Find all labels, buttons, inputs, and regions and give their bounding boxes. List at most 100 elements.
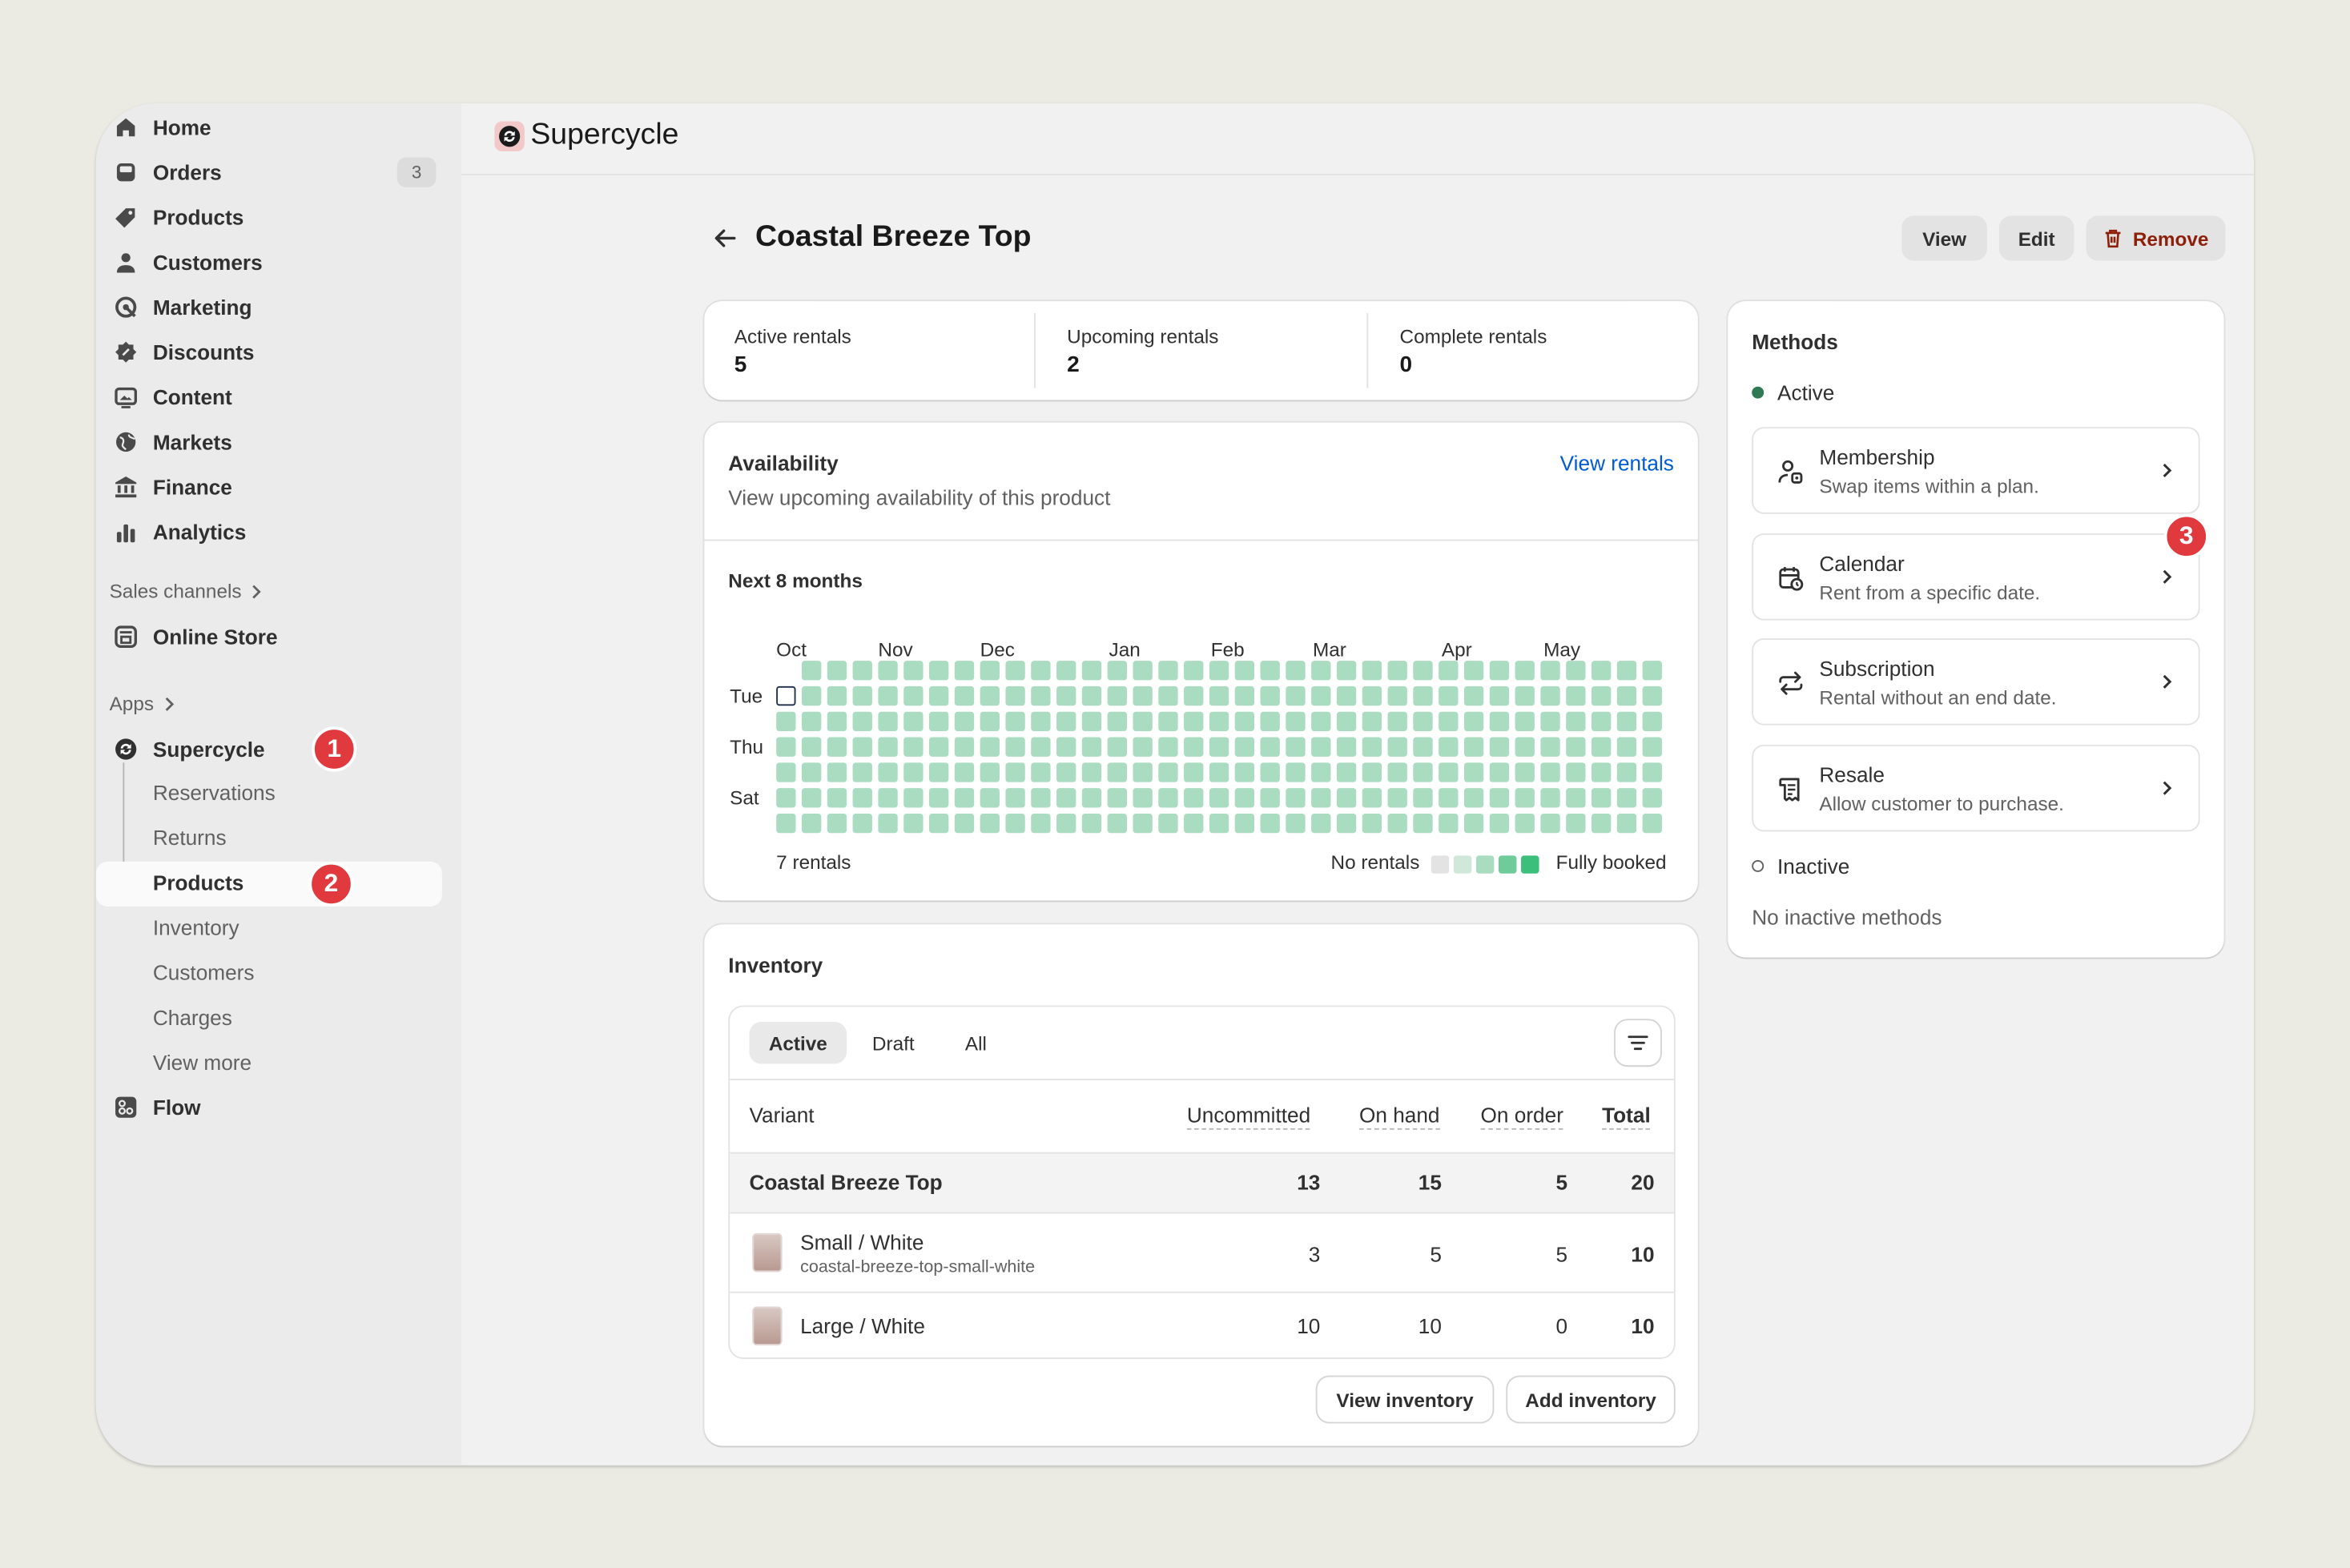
view-inventory-button[interactable]: View inventory: [1317, 1377, 1493, 1422]
month-label: Nov: [878, 638, 913, 661]
column-header-total[interactable]: Total: [1602, 1103, 1651, 1130]
column-header-on-hand[interactable]: On hand: [1358, 1103, 1440, 1130]
tab-all[interactable]: All: [964, 1031, 987, 1055]
heatmap-cell: [776, 813, 796, 834]
heatmap-cell: [1387, 737, 1407, 757]
method-membership[interactable]: Membership Swap items within a plan.: [1752, 427, 2200, 514]
heatmap-cell: [878, 685, 898, 706]
stat-upcoming-rentals: Upcoming rentals 2: [1067, 325, 1218, 377]
sidebar-item-analytics[interactable]: Analytics: [96, 511, 462, 553]
sidebar-item-content[interactable]: Content: [96, 376, 462, 418]
method-calendar[interactable]: Calendar Rent from a specific date.: [1752, 533, 2200, 621]
tree-line: [123, 762, 125, 883]
sidebar-item-products[interactable]: Products: [96, 196, 462, 238]
heatmap-cell: [1515, 661, 1535, 681]
heatmap-cell: [1413, 762, 1433, 782]
heatmap-cell: [1133, 661, 1153, 681]
tab-active[interactable]: Active: [749, 1022, 847, 1064]
heatmap-cell: [776, 788, 796, 808]
remove-button-label: Remove: [2132, 227, 2209, 250]
sidebar-item-orders[interactable]: Orders 3: [96, 151, 462, 193]
receipt-icon: [1779, 778, 1800, 802]
app-brand[interactable]: Supercycle: [494, 119, 678, 153]
sidebar-subitem-returns[interactable]: Returns: [152, 825, 227, 850]
heatmap-cell: [1081, 762, 1102, 782]
sidebar-subitem-products[interactable]: Products: [152, 870, 244, 895]
heatmap-cell: [1413, 788, 1433, 808]
heatmap-cell: [1515, 788, 1535, 808]
heatmap-cell: [776, 737, 796, 757]
heatmap-cell: [1209, 813, 1229, 834]
sidebar-subitem-charges[interactable]: Charges: [152, 1005, 232, 1030]
sidebar-item-supercycle[interactable]: Supercycle: [96, 728, 462, 770]
sidebar-item-home[interactable]: Home: [96, 107, 462, 148]
add-inventory-button[interactable]: Add inventory: [1507, 1377, 1674, 1422]
sidebar-subitem-reservations[interactable]: Reservations: [152, 780, 276, 805]
remove-button[interactable]: Remove: [2086, 215, 2226, 261]
heatmap-cell: [1515, 762, 1535, 782]
heatmap-cell: [980, 737, 1000, 757]
sidebar-item-discounts[interactable]: Discounts: [96, 331, 462, 372]
sidebar-subitem-customers[interactable]: Customers: [152, 960, 255, 985]
heatmap-cell: [1005, 737, 1025, 757]
heatmap-cell: [1056, 737, 1076, 757]
heatmap-cell: [1616, 737, 1637, 757]
method-subscription[interactable]: Subscription Rental without an end date.: [1752, 638, 2200, 726]
filter-button[interactable]: [1616, 1020, 1660, 1065]
heatmap-cell: [1540, 685, 1560, 706]
heatmap-cell: [1540, 661, 1560, 681]
heatmap-cell: [1489, 788, 1510, 808]
heatmap-cell: [827, 813, 847, 834]
heatmap-cell: [1209, 737, 1229, 757]
sidebar-item-markets[interactable]: Markets: [96, 421, 462, 463]
sidebar-item-marketing[interactable]: Marketing: [96, 286, 462, 328]
method-resale[interactable]: Resale Allow customer to purchase.: [1752, 744, 2200, 832]
heatmap-cell: [1362, 661, 1382, 681]
day-label: Tue: [730, 685, 763, 708]
discount-icon: [115, 341, 137, 363]
heatmap-cell: [1387, 762, 1407, 782]
apps-header[interactable]: Apps: [110, 692, 175, 714]
edit-button[interactable]: Edit: [1998, 215, 2074, 261]
heatmap-cell: [929, 685, 949, 706]
sidebar-subitem-view-more[interactable]: View more: [152, 1050, 252, 1075]
product-name: Coastal Breeze Top: [749, 1170, 943, 1195]
chevron-right-icon: [2163, 569, 2172, 584]
heatmap-cell: [1184, 762, 1204, 782]
sidebar-item-online-store[interactable]: Online Store: [96, 616, 462, 657]
sidebar-item-finance[interactable]: Finance: [96, 466, 462, 508]
bar-chart-icon: [116, 524, 135, 543]
table-row-product[interactable]: Coastal Breeze Top 13 15 5 20: [730, 1152, 1674, 1212]
heatmap-cell: [1158, 762, 1178, 782]
sidebar-subitem-inventory[interactable]: Inventory: [152, 915, 239, 940]
tab-draft[interactable]: Draft: [871, 1031, 915, 1055]
column-header-uncommitted[interactable]: Uncommitted: [1186, 1103, 1311, 1130]
heatmap-cell: [1489, 711, 1510, 732]
view-rentals-link[interactable]: View rentals: [1559, 451, 1674, 476]
sidebar-item-customers[interactable]: Customers: [96, 241, 462, 283]
view-button[interactable]: View: [1901, 215, 1987, 261]
heatmap-cell: [878, 813, 898, 834]
sales-channels-header[interactable]: Sales channels: [110, 580, 263, 602]
column-header-on-order[interactable]: On order: [1480, 1103, 1563, 1130]
heatmap-cell: [1260, 813, 1280, 834]
heatmap-cell: [1184, 737, 1204, 757]
heatmap-cell: [1362, 737, 1382, 757]
heatmap-cell: [903, 813, 924, 834]
heatmap-cell: [929, 711, 949, 732]
heatmap-cell: [776, 711, 796, 732]
heatmap-cell: [1591, 661, 1612, 681]
heatmap-cell: [1234, 685, 1255, 706]
stat-value: 5: [734, 352, 747, 378]
sidebar-item-flow[interactable]: Flow: [96, 1086, 462, 1128]
back-arrow-icon[interactable]: [712, 225, 739, 252]
chevron-right-icon: [2163, 674, 2172, 689]
heatmap-cell: [1439, 762, 1459, 782]
heatmap-cell: [1439, 737, 1459, 757]
table-row[interactable]: Small / White coastal-breeze-top-small-w…: [730, 1212, 1674, 1292]
table-row[interactable]: Large / White 10 10 0 10: [730, 1291, 1674, 1357]
heatmap-cell: [1260, 788, 1280, 808]
heatmap-cell: [1362, 813, 1382, 834]
heatmap-cell: [1056, 711, 1076, 732]
orders-count-badge: 3: [396, 157, 437, 187]
